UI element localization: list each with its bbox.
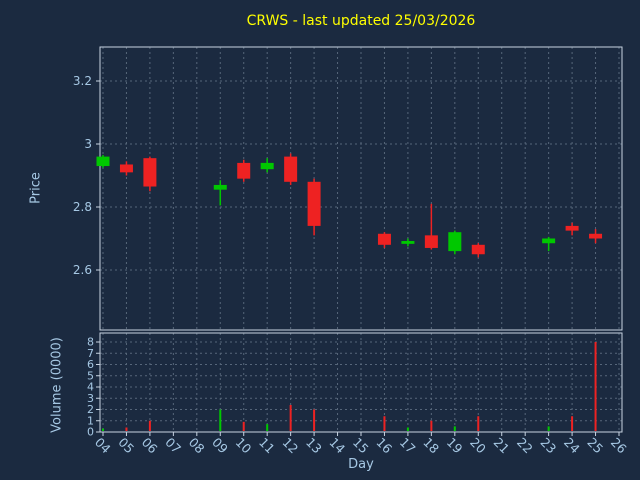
price-tick-label: 3.2 (73, 74, 92, 88)
candle-body (589, 233, 603, 239)
day-tick-label: 21 (491, 435, 513, 457)
day-tick-label: 08 (186, 435, 208, 457)
day-tick-label: 12 (280, 435, 302, 457)
volume-tick-label: 5 (87, 369, 94, 382)
candle-body (401, 241, 415, 244)
candle-body (448, 232, 462, 252)
chart-title: CRWS - last updated 25/03/2026 (246, 13, 476, 29)
day-tick-label: 16 (373, 435, 395, 457)
candle-body (542, 238, 556, 244)
candle-body (471, 244, 485, 255)
volume-tick-label: 1 (87, 414, 94, 427)
day-tick-label: 14 (326, 435, 348, 457)
day-tick-label: 13 (303, 435, 325, 457)
day-tick-label: 04 (92, 435, 114, 457)
day-axis-label: Day (348, 457, 374, 472)
candle-body (96, 156, 110, 167)
volume-tick-label: 0 (87, 426, 94, 439)
day-tick-label: 05 (115, 435, 137, 457)
day-tick-label: 25 (584, 435, 606, 457)
candle-body (307, 181, 321, 226)
volume-tick-label: 2 (87, 403, 94, 416)
candle-body (119, 164, 133, 173)
day-tick-label: 20 (467, 435, 489, 457)
day-tick-label: 17 (397, 435, 419, 457)
day-tick-label: 18 (420, 435, 442, 457)
price-axis-label: Price (28, 172, 44, 204)
candle-body (260, 162, 274, 170)
price-tick-label: 2.6 (73, 263, 92, 277)
day-tick-label: 07 (162, 435, 184, 457)
volume-tick-label: 4 (87, 381, 94, 394)
volume-tick-label: 3 (87, 392, 94, 405)
candle-body (237, 162, 251, 179)
price-plot-frame (99, 46, 623, 331)
day-tick-label: 11 (256, 435, 278, 457)
day-tick-label: 19 (444, 435, 466, 457)
price-tick-label: 3 (84, 137, 92, 151)
candle-body (284, 156, 298, 182)
volume-axis-label: Volume (0000) (49, 337, 65, 433)
candles (96, 153, 603, 258)
day-tick-label: 10 (233, 435, 255, 457)
volume-plot-frame (99, 332, 623, 433)
candle-body (424, 235, 438, 248)
price-tick-label: 2.8 (73, 200, 92, 214)
day-tick-label: 22 (514, 435, 536, 457)
candle-body (565, 225, 579, 231)
day-tick-label: 15 (350, 435, 372, 457)
candle-body (213, 184, 227, 190)
day-tick-label: 06 (139, 435, 161, 457)
candle-body (143, 158, 157, 187)
volume-tick-label: 6 (87, 358, 94, 371)
candle-body (377, 233, 391, 245)
tick-marks (96, 80, 620, 436)
volume-tick-label: 8 (87, 336, 94, 349)
day-tick-label: 24 (561, 435, 583, 457)
volume-tick-label: 7 (87, 347, 94, 360)
day-tick-label: 26 (608, 435, 630, 457)
volume-bars (102, 342, 597, 431)
day-tick-label: 09 (209, 435, 231, 457)
day-tick-label: 23 (538, 435, 560, 457)
